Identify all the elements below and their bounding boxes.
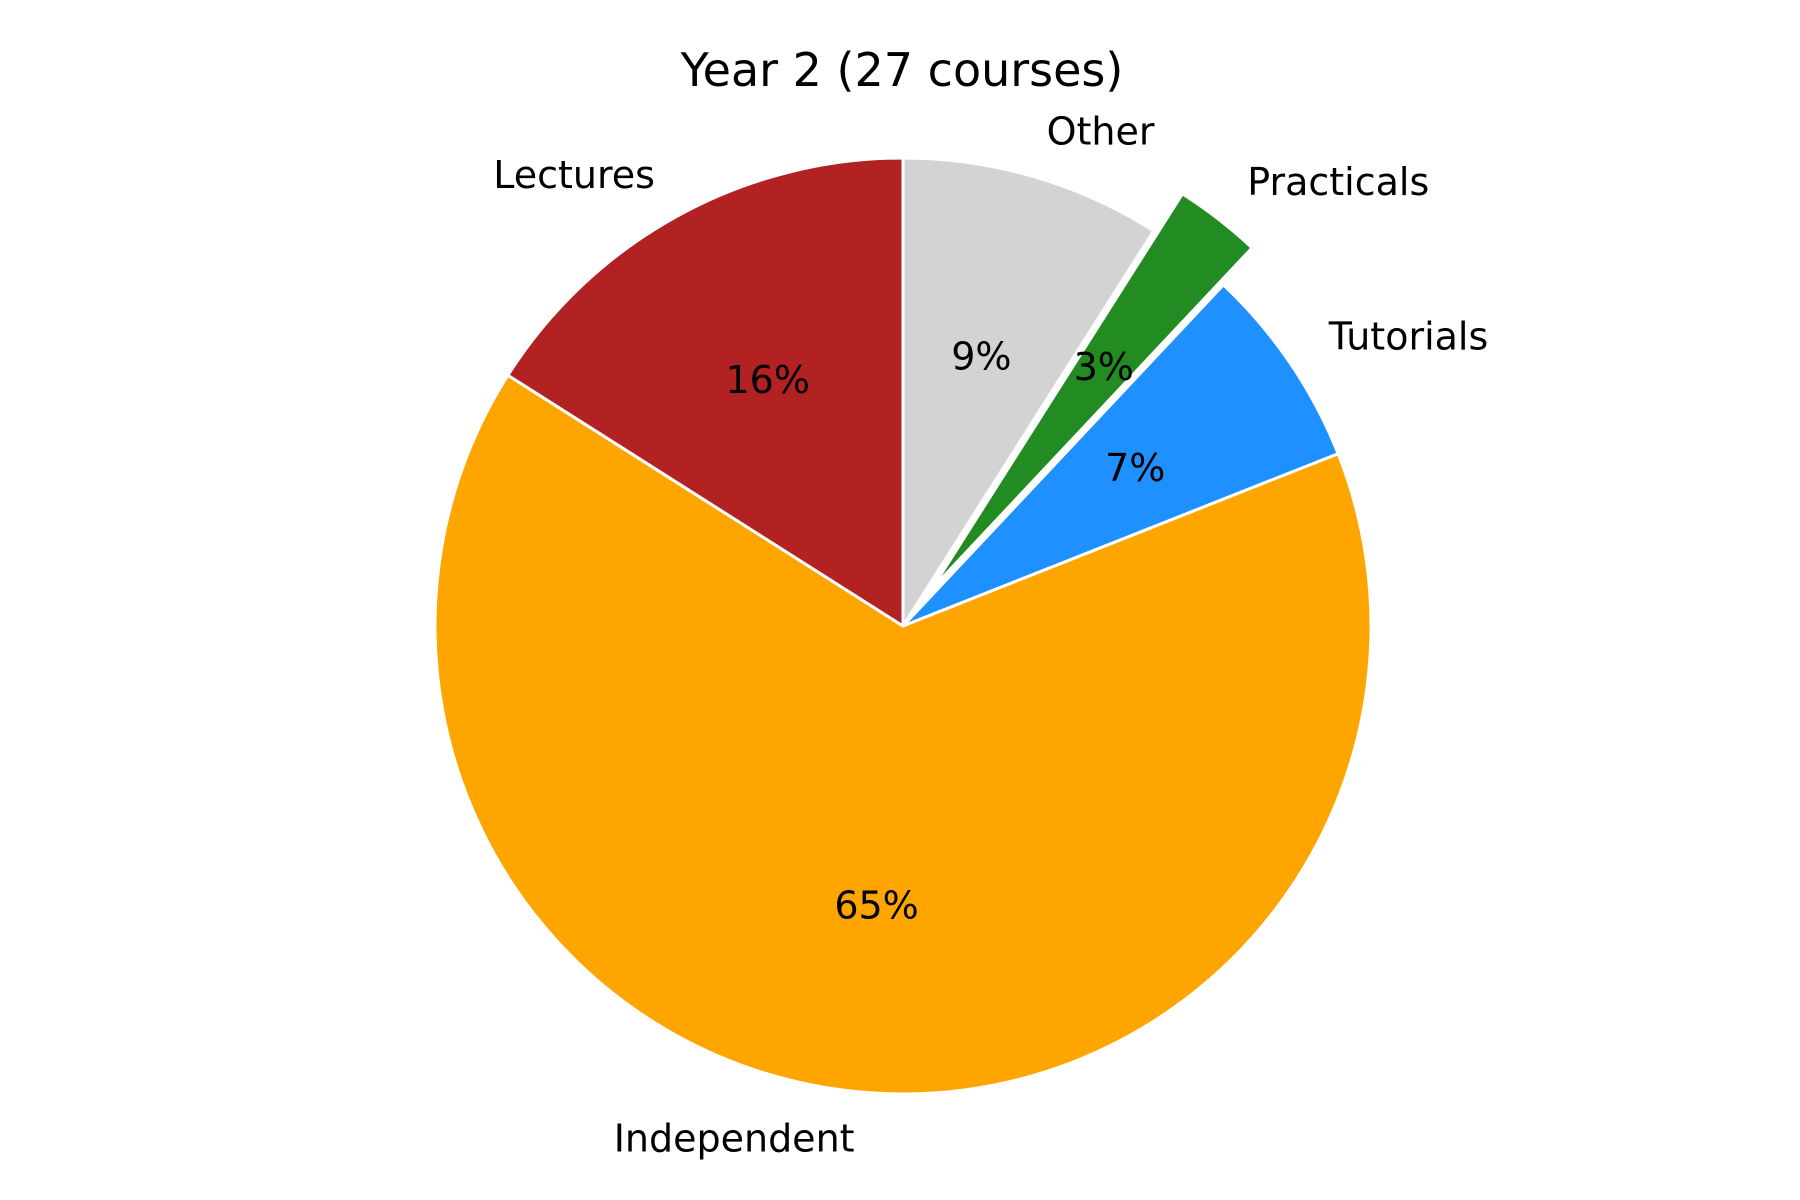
slice-pct-other: 9% [951, 334, 1011, 378]
pie-slice-other [901, 156, 1156, 628]
slice-pct-independent: 65% [834, 884, 918, 928]
pie-slice-practicals [930, 192, 1254, 591]
pie-slice-lectures [506, 156, 905, 628]
slice-label-independent: Independent [614, 1117, 855, 1161]
slice-pct-tutorials: 7% [1105, 446, 1165, 490]
pie-slices [433, 156, 1373, 1096]
pie-slice-tutorials [901, 283, 1340, 628]
slice-pct-practicals: 3% [1074, 345, 1134, 389]
slice-label-practicals: Practicals [1247, 160, 1429, 204]
slice-pct-lectures: 16% [725, 358, 809, 402]
slice-label-other: Other [1047, 110, 1155, 154]
pie-labels: Other 9% Practicals 3% Tutorials 7% Independen… [493, 110, 1488, 1161]
pie-slice-independent [433, 373, 1373, 1096]
slice-label-tutorials: Tutorials [1328, 315, 1489, 359]
chart-title: Year 2 (27 courses) [680, 43, 1124, 97]
slice-label-lectures: Lectures [493, 153, 655, 197]
